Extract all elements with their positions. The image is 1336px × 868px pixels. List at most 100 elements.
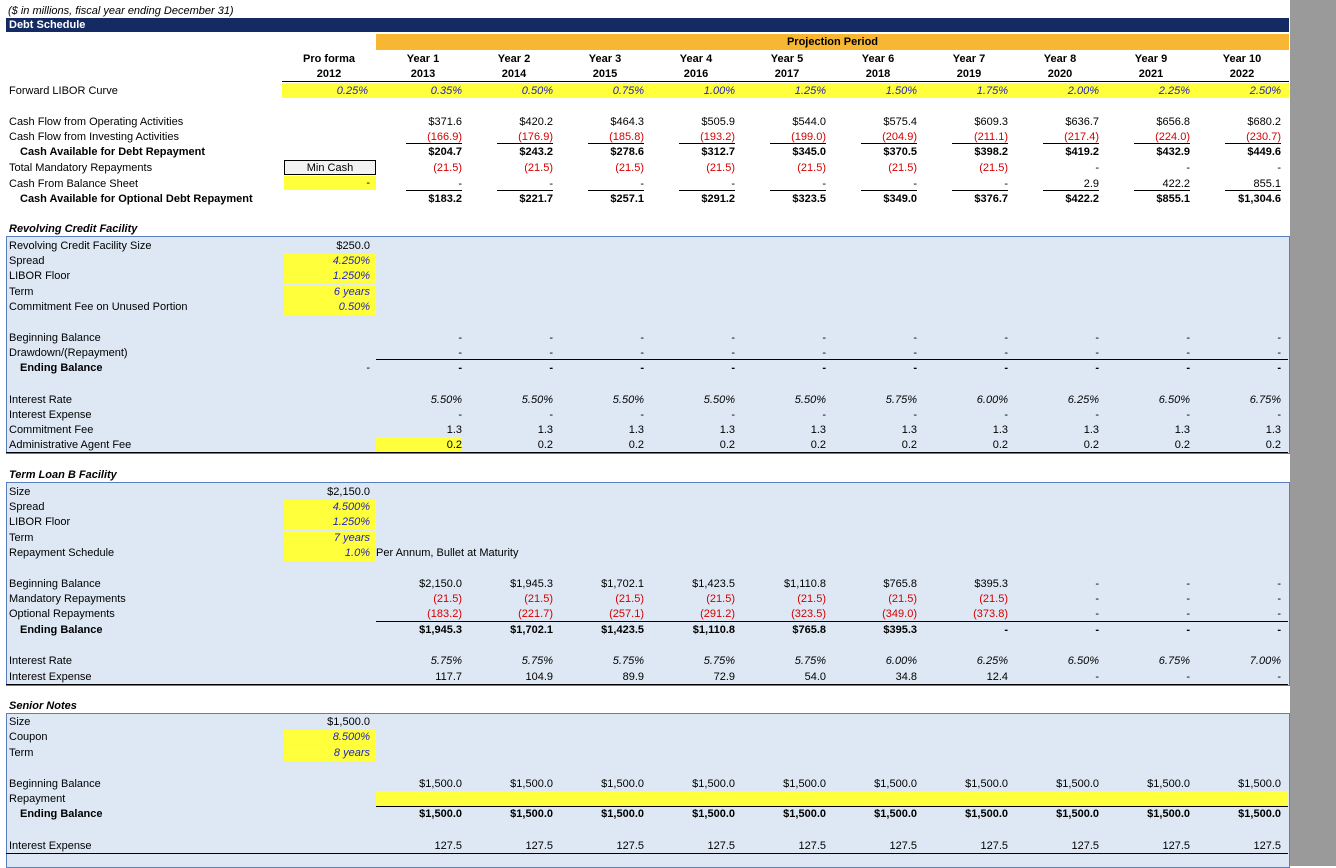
- revolver-param-value-1[interactable]: $250.0: [336, 240, 370, 252]
- revolver-rate-year-4: 5.50%: [703, 394, 735, 406]
- revolver-param-value-4[interactable]: 6 years: [333, 286, 370, 298]
- optional-avail-label: Cash Available for Optional Debt Repayme…: [20, 193, 253, 205]
- notes-param-input-2[interactable]: [284, 730, 376, 745]
- revolver-drawdown-year-7: -: [1004, 347, 1008, 359]
- tlb-param-value-2[interactable]: 4.500%: [332, 501, 370, 513]
- libor-year-6[interactable]: 1.50%: [885, 85, 917, 97]
- revolver-ending-year-8: -: [1095, 362, 1099, 374]
- fiscal-year-6: 2018: [865, 68, 891, 80]
- year-header-6: Year 6: [861, 53, 895, 65]
- tlb-param-value-1[interactable]: $2,150.0: [327, 486, 370, 498]
- bs-underline-6: [861, 190, 917, 191]
- revolver-expense-year-9: -: [1186, 409, 1190, 421]
- revolver-rate-year-10: 6.75%: [1249, 394, 1281, 406]
- projection-period-band: Projection Period: [376, 34, 1289, 50]
- notes-param-value-2[interactable]: 8.500%: [332, 731, 370, 743]
- notes-ending-line: [376, 806, 1288, 807]
- revolver-ending-year-1: -: [458, 362, 462, 374]
- notes-beginning-year-5: $1,500.0: [783, 778, 826, 790]
- notes-param-input-3[interactable]: [284, 746, 376, 761]
- tlb-section: [6, 482, 1290, 686]
- libor-proforma[interactable]: 0.25%: [336, 85, 368, 97]
- libor-year-10[interactable]: 2.50%: [1249, 85, 1281, 97]
- tlb-optional-year-5: (323.5): [791, 608, 826, 620]
- revolver-param-label-3: LIBOR Floor: [9, 270, 71, 282]
- libor-year-2[interactable]: 0.50%: [521, 85, 553, 97]
- libor-year-5[interactable]: 1.25%: [794, 85, 826, 97]
- cfi-year-3: (185.8): [609, 131, 644, 143]
- tlb-param-input-2[interactable]: [284, 500, 376, 515]
- revolver-beginning-year-9: -: [1186, 332, 1190, 344]
- min-cash-input[interactable]: [284, 176, 376, 190]
- notes-beginning-label: Beginning Balance: [9, 778, 101, 790]
- year-header-2: Year 2: [497, 53, 531, 65]
- cash-avail-year-10: $449.6: [1247, 146, 1281, 158]
- revolver-param-input-3[interactable]: [284, 269, 376, 284]
- spreadsheet-canvas: ($ in millions, fiscal year ending Decem…: [6, 5, 1290, 868]
- libor-row-highlight: [282, 83, 1289, 98]
- revolver-ending-year-4: -: [731, 362, 735, 374]
- cfi-underline-1: [406, 143, 462, 144]
- revolver-commitment-year-7: 1.3: [992, 424, 1008, 436]
- libor-year-4[interactable]: 1.00%: [703, 85, 735, 97]
- tlb-beginning-year-9: -: [1186, 578, 1190, 590]
- libor-year-9[interactable]: 2.25%: [1158, 85, 1190, 97]
- revolver-param-label-4: Term: [9, 286, 34, 298]
- tlb-mandatory-label: Mandatory Repayments: [9, 593, 126, 605]
- tlb-param-input-4[interactable]: [284, 531, 376, 546]
- notes-beginning-year-7: $1,500.0: [965, 778, 1008, 790]
- bs-underline-2: [497, 190, 553, 191]
- admin-fee-input[interactable]: [376, 437, 462, 452]
- revolver-param-value-3[interactable]: 1.250%: [332, 270, 370, 282]
- optional-avail-year-1: $183.2: [428, 193, 462, 205]
- revolver-param-input-4[interactable]: [284, 285, 376, 300]
- libor-year-1[interactable]: 0.35%: [430, 85, 462, 97]
- libor-year-8[interactable]: 2.00%: [1067, 85, 1099, 97]
- cfi-year-4: (193.2): [700, 131, 735, 143]
- libor-year-3[interactable]: 0.75%: [612, 85, 644, 97]
- year-header-8: Year 8: [1043, 53, 1077, 65]
- revolver-param-input-5[interactable]: [284, 300, 376, 315]
- revolver-param-value-2[interactable]: 4.250%: [332, 255, 370, 267]
- revolver-beginning-year-3: -: [640, 332, 644, 344]
- notes-param-value-1[interactable]: $1,500.0: [327, 716, 370, 728]
- bs-underline-3: [588, 190, 644, 191]
- year-header-1: Year 1: [406, 53, 440, 65]
- mandatory-year-1: (21.5): [433, 162, 462, 174]
- window-edge: [1290, 0, 1336, 866]
- tlb-param-input-3[interactable]: [284, 515, 376, 530]
- cfi-year-9: (224.0): [1155, 131, 1190, 143]
- tlb-ending-year-6: $395.3: [883, 624, 917, 636]
- libor-year-7[interactable]: 1.75%: [976, 85, 1008, 97]
- tlb-param-input-5[interactable]: [284, 546, 376, 561]
- revolver-drawdown-year-4: -: [731, 347, 735, 359]
- notes-ending-year-6: $1,500.0: [874, 808, 917, 820]
- bs-cash-year-2: -: [549, 178, 553, 190]
- revolver-beginning-year-4: -: [731, 332, 735, 344]
- tlb-ending-year-4: $1,110.8: [692, 624, 735, 636]
- notes-param-value-3[interactable]: 8 years: [333, 747, 370, 759]
- revolver-param-value-5[interactable]: 0.50%: [338, 301, 370, 313]
- tlb-expense-year-5: 54.0: [804, 671, 826, 683]
- optional-avail-year-5: $323.5: [792, 193, 826, 205]
- tlb-param-value-4[interactable]: 7 years: [333, 532, 370, 544]
- tlb-param-label-2: Spread: [9, 501, 45, 513]
- revolver-ending-year-5: -: [822, 362, 826, 374]
- revolver-param-input-2[interactable]: [284, 254, 376, 269]
- optional-avail-year-7: $376.7: [974, 193, 1008, 205]
- tlb-optional-year-8: -: [1095, 608, 1099, 620]
- tlb-mandatory-year-3: (21.5): [615, 593, 644, 605]
- revolver-rate-year-3: 5.50%: [612, 394, 644, 406]
- revolver-ending-year-10: -: [1277, 362, 1281, 374]
- cfi-underline-2: [497, 143, 553, 144]
- notes-beginning-year-9: $1,500.0: [1147, 778, 1190, 790]
- cfi-underline-9: [1134, 143, 1190, 144]
- notes-repayment-input-row[interactable]: [376, 791, 1288, 806]
- tlb-param-value-3[interactable]: 1.250%: [332, 516, 370, 528]
- notes-ending-year-10: $1,500.0: [1238, 808, 1281, 820]
- mandatory-year-8: -: [1095, 162, 1099, 174]
- notes-ending-year-9: $1,500.0: [1147, 808, 1190, 820]
- tlb-param-value-5[interactable]: 1.0%: [344, 547, 370, 559]
- fiscal-year-5: 2017: [774, 68, 800, 80]
- revolver-ending-proforma: -: [366, 362, 370, 374]
